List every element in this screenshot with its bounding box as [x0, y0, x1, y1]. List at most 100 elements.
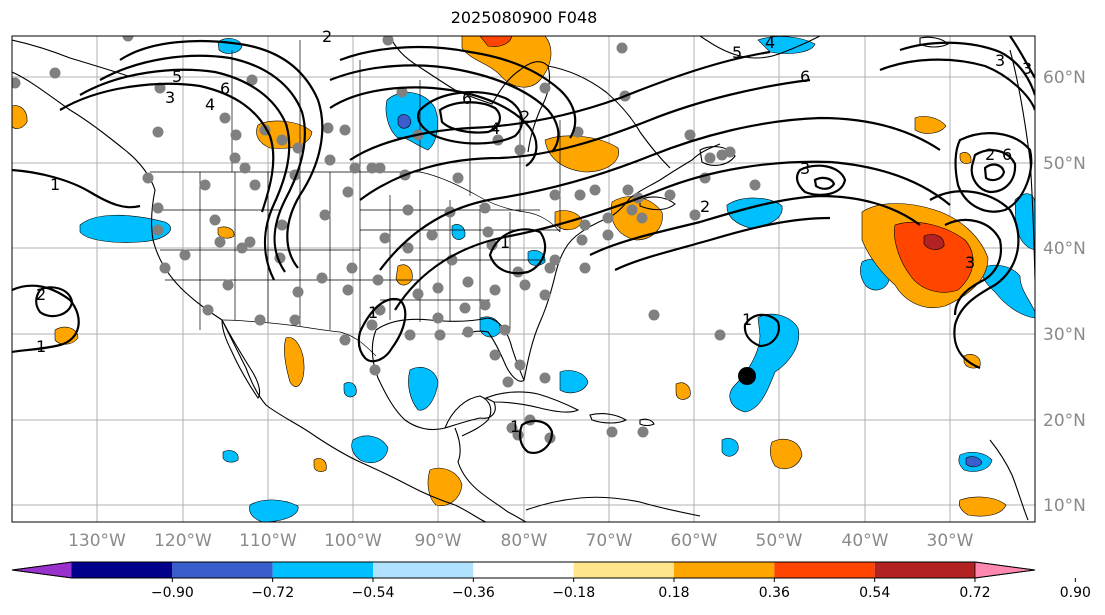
- alaska-coast: [12, 39, 129, 77]
- colorbar-tick-label: −0.72: [251, 585, 294, 601]
- contour-line: [417, 91, 524, 145]
- lon-label: 50°W: [756, 531, 803, 551]
- negative-anomaly-area: [79, 214, 171, 243]
- negative-anomaly-area: [559, 370, 589, 394]
- lon-label: 30°W: [927, 531, 974, 551]
- lon-label: 90°W: [415, 531, 462, 551]
- tropical-storm-marker: [738, 367, 756, 385]
- contour-label: 1: [742, 310, 752, 329]
- contour-label: 6: [1002, 145, 1012, 164]
- negative-anomaly-area: [249, 499, 299, 522]
- negative-anomaly-area: [397, 114, 412, 129]
- contour-line: [518, 419, 554, 454]
- positive-anomaly-area: [12, 105, 28, 129]
- negative-anomaly-area: [222, 450, 239, 463]
- negative-anomaly-area: [965, 456, 983, 468]
- colorbar-segment: [172, 562, 273, 578]
- central-america: [454, 427, 527, 522]
- nova-scotia: [639, 196, 676, 211]
- negative-anomaly-area: [721, 438, 739, 457]
- contour-line: [394, 160, 951, 311]
- colorbar-segment: [272, 562, 373, 578]
- positive-anomaly-area: [963, 354, 981, 369]
- colorbar-tick-label: 0.54: [859, 585, 890, 601]
- contour-label: 6: [462, 89, 472, 108]
- contour-line: [944, 218, 1003, 316]
- contour-line: [614, 216, 831, 271]
- contour-label: 2: [520, 107, 530, 126]
- map-title: 2025080900 F048: [450, 8, 598, 27]
- positive-anomaly-area: [914, 116, 947, 134]
- contour-line: [899, 41, 1035, 96]
- contour-label: 3: [1022, 59, 1032, 78]
- contour-line: [359, 78, 811, 201]
- contour-labels: 1 2 3 4 5 6 6 4 3 5 6 4 3 6 2 3 1 1 2 1 …: [36, 27, 1032, 436]
- contour-line: [59, 82, 275, 213]
- lat-label: 20°N: [1043, 411, 1086, 431]
- contour-line: [813, 176, 836, 190]
- negative-anomaly-area: [408, 367, 439, 411]
- positive-anomaly-area: [770, 439, 803, 469]
- colorbar-tick-label: 0.90: [1060, 585, 1091, 601]
- contour-line: [970, 149, 1017, 194]
- contour-line: [488, 228, 547, 275]
- contour-label: 1: [36, 337, 46, 356]
- contour-line: [12, 168, 141, 209]
- colorbar-tick-label: −0.18: [552, 585, 595, 601]
- lon-label: 110°W: [239, 531, 297, 551]
- positive-anomaly-area: [894, 222, 974, 293]
- contour-line: [35, 286, 74, 318]
- contour-label: 1: [510, 417, 520, 436]
- map-frame: [11, 35, 1036, 523]
- pressure-contours: [12, 36, 1035, 454]
- colorbar-segment: [674, 562, 775, 578]
- longitude-labels: 130°W 120°W 110°W 100°W 90°W 80°W 70°W 6…: [68, 531, 974, 551]
- colorbar-tick-label: 0.72: [959, 585, 990, 601]
- colorbar-segment: [373, 562, 474, 578]
- contour-label: 4: [490, 119, 500, 138]
- colorbar: −0.90 −0.72 −0.54 −0.36 −0.18 0.18 0.36 0.54 0.7…: [11, 561, 1091, 601]
- contour-line: [879, 58, 1035, 111]
- contour-label: 1: [50, 175, 60, 194]
- negative-anomaly-area: [351, 435, 389, 463]
- contour-label: 3: [965, 253, 975, 272]
- colorbar-segment: [72, 562, 173, 578]
- contour-line: [12, 284, 80, 354]
- contour-line: [589, 194, 921, 256]
- positive-anomaly-area: [427, 467, 463, 506]
- contour-label: 1: [500, 233, 510, 252]
- contour-label: 1: [368, 303, 378, 322]
- colorbar-outline: [11, 561, 1036, 579]
- colorbar-tick-label: 0.18: [658, 585, 689, 601]
- political-borders: [150, 40, 561, 357]
- pacific-coastline: [12, 71, 487, 522]
- colorbar-extend-low: [11, 561, 73, 579]
- negative-anomaly-area: [343, 382, 357, 398]
- contour-line: [743, 313, 780, 348]
- iceland: [919, 36, 949, 48]
- positive-anomaly-area: [958, 496, 1007, 517]
- contour-label: 2: [985, 145, 995, 164]
- positive-anomaly-area: [461, 36, 552, 88]
- contour-line: [339, 45, 577, 139]
- hudson-bay: [389, 36, 551, 153]
- contour-line: [929, 190, 1020, 370]
- colorbar-segment: [473, 562, 574, 578]
- colorbar-tick-label: −0.90: [151, 585, 194, 601]
- lon-label: 80°W: [501, 531, 548, 551]
- lat-label: 50°N: [1043, 154, 1086, 174]
- puerto-rico: [639, 418, 655, 427]
- contour-line: [119, 39, 324, 269]
- baja-california: [221, 319, 261, 399]
- us-mexico-border: [221, 319, 377, 357]
- hispaniola: [589, 413, 628, 424]
- newfoundland: [699, 146, 736, 166]
- positive-anomaly-area: [313, 458, 327, 472]
- contour-line: [795, 164, 847, 196]
- contour-line: [329, 86, 538, 167]
- lat-label: 40°N: [1043, 239, 1086, 259]
- lat-label: 30°N: [1043, 325, 1086, 345]
- labrador-coast: [547, 65, 671, 169]
- yucatan: [444, 395, 492, 437]
